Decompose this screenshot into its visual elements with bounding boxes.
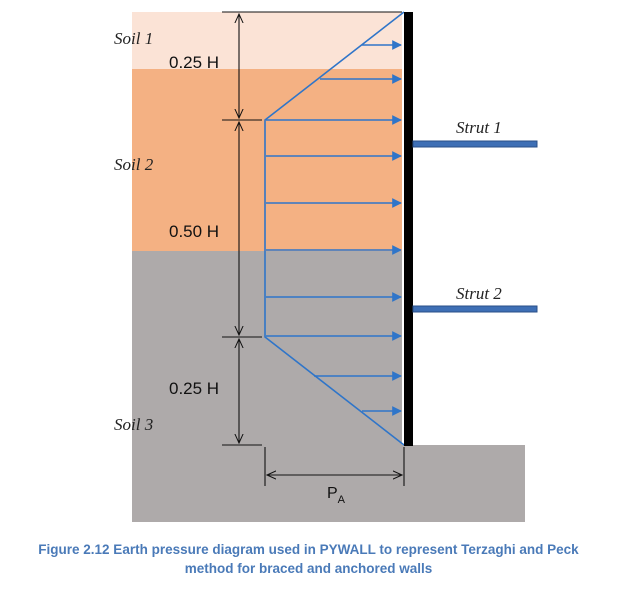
- dimension-bottom-label: 0.25 H: [169, 379, 219, 398]
- soil-layer-2: [132, 69, 402, 251]
- dimension-middle-label: 0.50 H: [169, 222, 219, 241]
- pressure-width-dimension: [264, 447, 405, 486]
- pressure-label: PA: [327, 485, 346, 506]
- vertical-dimensions: [222, 11, 402, 446]
- soil-1-label: Soil 1: [114, 29, 153, 48]
- caption-line-2: method for braced and anchored walls: [184, 561, 433, 576]
- soil-2-label: Soil 2: [114, 155, 154, 174]
- soil-layer-1: [132, 12, 402, 69]
- strut-1-label: Strut 1: [456, 118, 502, 137]
- pressure-arrows: [266, 40, 402, 416]
- strut-1: [412, 140, 538, 148]
- figure-caption: Figure 2.12 Earth pressure diagram used …: [0, 540, 617, 578]
- pressure-envelope: [264, 11, 405, 446]
- retaining-wall: [404, 12, 413, 446]
- strut-2-label: Strut 2: [456, 284, 502, 303]
- dimension-top-label: 0.25 H: [169, 53, 219, 72]
- strut-2: [412, 305, 538, 313]
- caption-line-1: Figure 2.12 Earth pressure diagram used …: [38, 542, 579, 557]
- soil-3-label: Soil 3: [114, 415, 153, 434]
